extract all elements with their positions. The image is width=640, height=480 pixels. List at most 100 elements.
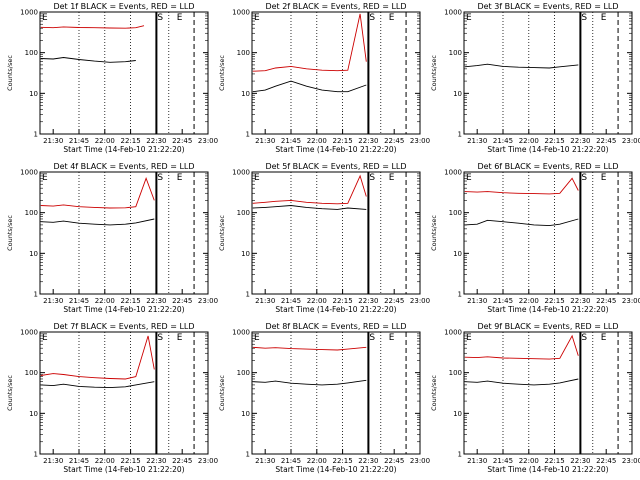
y-axis-label: Counts/sec xyxy=(6,215,14,251)
chart-title: Det 7f BLACK = Events, RED = LLD xyxy=(53,322,194,331)
x-tick-label: 22:45 xyxy=(384,137,404,145)
y-tick-label: 1000 xyxy=(444,329,462,337)
x-tick-label: 22:15 xyxy=(121,137,141,145)
y-tick-label: 10 xyxy=(241,250,250,258)
x-tick-label: 22:30 xyxy=(358,137,378,145)
x-tick-label: 21:30 xyxy=(255,137,275,145)
chart-title: Det 8f BLACK = Events, RED = LLD xyxy=(265,322,406,331)
x-axis-label: Start Time (14-Feb-10 21:22:20) xyxy=(63,465,184,474)
y-axis-label: Counts/sec xyxy=(430,215,438,251)
y-tick-label: 1000 xyxy=(444,9,462,17)
x-tick-label: 21:45 xyxy=(493,297,513,305)
y-tick-label: 1000 xyxy=(20,169,38,177)
plot-frame xyxy=(39,331,209,455)
series-events-line xyxy=(464,378,579,386)
y-axis-label: Counts/sec xyxy=(6,55,14,91)
x-tick-label: 21:45 xyxy=(281,297,301,305)
y-tick-label: 10 xyxy=(29,90,38,98)
marker-label: E xyxy=(254,13,260,23)
series-events-line xyxy=(464,63,579,69)
x-tick-label: 21:30 xyxy=(43,297,63,305)
marker-label: S xyxy=(369,13,375,23)
marker-label: E xyxy=(42,173,48,183)
chart-title: Det 4f BLACK = Events, RED = LLD xyxy=(53,162,194,171)
x-tick-label: 22:45 xyxy=(384,297,404,305)
x-tick-label: 22:30 xyxy=(146,457,166,465)
marker-label: E xyxy=(254,173,260,183)
x-tick-label: 21:30 xyxy=(467,297,487,305)
x-tick-label: 22:45 xyxy=(596,297,616,305)
marker-label: E xyxy=(601,173,607,183)
marker-label: S xyxy=(581,333,587,343)
y-tick-label: 1 xyxy=(34,291,38,299)
series-events-line xyxy=(252,80,367,93)
x-tick-label: 23:00 xyxy=(410,137,430,145)
y-tick-label: 1 xyxy=(458,451,462,459)
chart-panel-3: Det 3f BLACK = Events, RED = LLD E S E 1 10 10… xyxy=(430,2,640,154)
chart-panel-4: Det 4f BLACK = Events, RED = LLD E S E 1 10 10… xyxy=(6,162,218,314)
plot-frame xyxy=(463,171,633,295)
x-tick-label: 22:00 xyxy=(95,137,115,145)
y-tick-label: 100 xyxy=(237,49,250,57)
series-events-line xyxy=(40,57,136,63)
y-tick-label: 100 xyxy=(237,209,250,217)
y-axis-label: Counts/sec xyxy=(218,215,226,251)
series-events-line xyxy=(252,205,367,210)
chart-panel-1: Det 1f BLACK = Events, RED = LLD E S E 1 10 10… xyxy=(6,2,218,154)
chart-title: Det 1f BLACK = Events, RED = LLD xyxy=(53,2,194,11)
marker-label: E xyxy=(466,173,472,183)
x-tick-label: 23:00 xyxy=(198,137,218,145)
series-events-line xyxy=(464,218,579,227)
x-tick-label: 22:45 xyxy=(172,457,192,465)
x-tick-label: 21:30 xyxy=(467,457,487,465)
marker-label: E xyxy=(254,333,260,343)
x-axis-label: Start Time (14-Feb-10 21:22:20) xyxy=(63,145,184,154)
x-tick-label: 23:00 xyxy=(622,297,640,305)
x-tick-label: 22:15 xyxy=(121,297,141,305)
marker-label: S xyxy=(369,333,375,343)
x-tick-label: 22:30 xyxy=(570,297,590,305)
x-tick-label: 21:30 xyxy=(255,457,275,465)
y-tick-label: 10 xyxy=(29,250,38,258)
y-tick-label: 100 xyxy=(25,49,38,57)
marker-label: S xyxy=(157,333,163,343)
x-axis-label: Start Time (14-Feb-10 21:22:20) xyxy=(63,305,184,314)
x-axis-label: Start Time (14-Feb-10 21:22:20) xyxy=(487,465,608,474)
y-tick-label: 10 xyxy=(453,90,462,98)
series-lld-line xyxy=(252,13,367,72)
y-tick-label: 10 xyxy=(453,250,462,258)
x-tick-label: 22:00 xyxy=(307,297,327,305)
x-tick-label: 23:00 xyxy=(622,137,640,145)
chart-panel-9: Det 9f BLACK = Events, RED = LLD E S E 1 10 10… xyxy=(430,322,640,474)
marker-label: S xyxy=(369,173,375,183)
x-tick-label: 22:45 xyxy=(596,457,616,465)
y-axis-label: Counts/sec xyxy=(218,55,226,91)
y-tick-label: 100 xyxy=(449,209,462,217)
y-tick-label: 1 xyxy=(246,291,250,299)
series-lld-line xyxy=(252,174,367,205)
x-tick-label: 22:30 xyxy=(146,137,166,145)
y-tick-label: 1 xyxy=(34,451,38,459)
series-events-line xyxy=(40,218,155,226)
chart-title: Det 9f BLACK = Events, RED = LLD xyxy=(477,322,618,331)
y-tick-label: 10 xyxy=(241,90,250,98)
marker-label: E xyxy=(177,13,183,23)
y-tick-label: 1000 xyxy=(444,169,462,177)
marker-label: S xyxy=(157,173,163,183)
x-tick-label: 23:00 xyxy=(622,457,640,465)
x-tick-label: 21:45 xyxy=(69,137,89,145)
plot-frame xyxy=(39,11,209,135)
y-tick-label: 1000 xyxy=(232,9,250,17)
y-axis-label: Counts/sec xyxy=(6,375,14,411)
marker-label: E xyxy=(389,13,395,23)
plot-frame xyxy=(251,331,421,455)
x-tick-label: 21:30 xyxy=(255,297,275,305)
series-events-line xyxy=(40,381,155,389)
x-tick-label: 23:00 xyxy=(410,457,430,465)
chart-panel-7: Det 7f BLACK = Events, RED = LLD E S E 1 10 10… xyxy=(6,322,218,474)
x-axis-label: Start Time (14-Feb-10 21:22:20) xyxy=(487,145,608,154)
x-tick-label: 21:30 xyxy=(43,457,63,465)
chart-title: Det 3f BLACK = Events, RED = LLD xyxy=(477,2,618,11)
y-tick-label: 10 xyxy=(453,410,462,418)
chart-title: Det 6f BLACK = Events, RED = LLD xyxy=(477,162,618,171)
